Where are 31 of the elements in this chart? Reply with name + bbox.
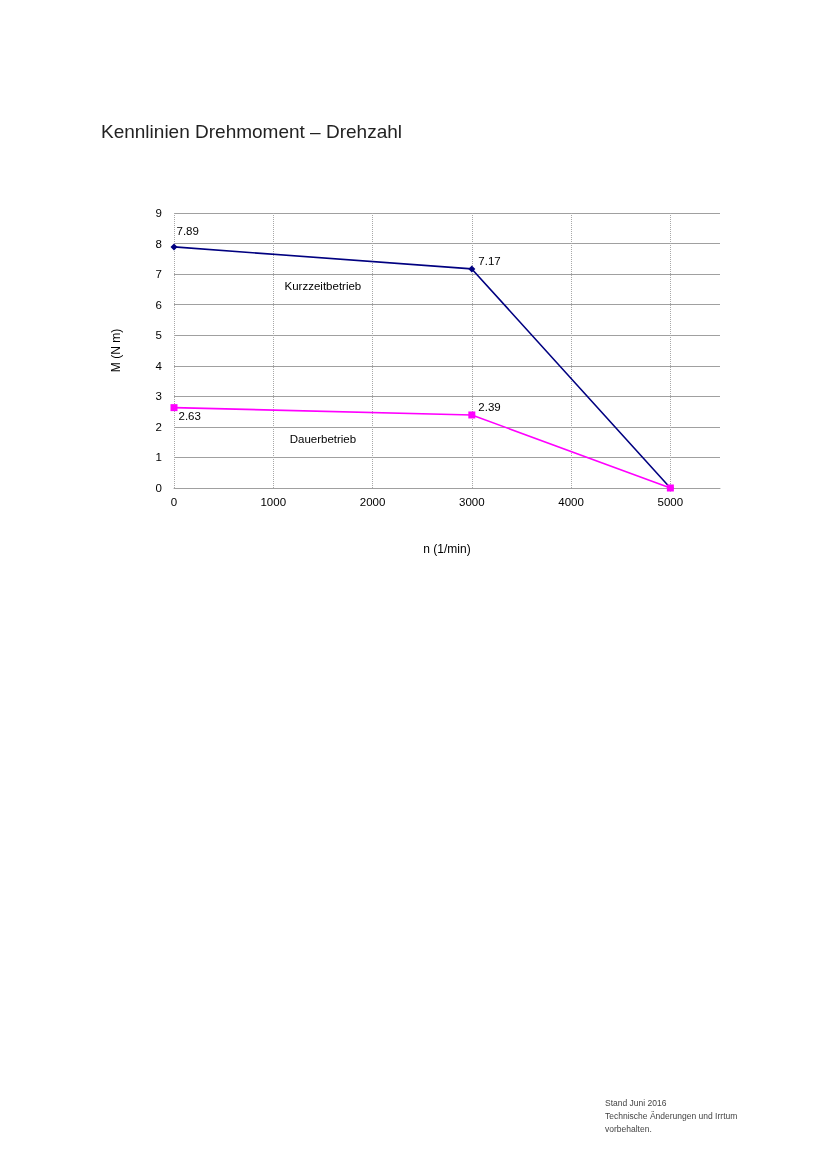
- data-label: 7.17: [478, 255, 501, 268]
- series-label: Kurzzeitbetrieb: [284, 279, 362, 292]
- data-label: 2.39: [478, 401, 501, 414]
- point: [170, 404, 178, 412]
- x-tick-label: 1000: [260, 496, 287, 508]
- point: [468, 265, 476, 273]
- x-axis-title: n (1/min): [423, 542, 471, 556]
- point: [468, 411, 476, 419]
- x-tick-label: 2000: [359, 496, 386, 508]
- y-tick-label: 5: [155, 329, 162, 342]
- x-tick-label: 3000: [459, 496, 485, 508]
- y-axis-title: M (N m): [109, 328, 123, 373]
- data-label: 7.89: [176, 225, 199, 238]
- point: [170, 243, 178, 251]
- chart-title: Kennlinien Drehmoment – Drehzahl: [101, 121, 402, 142]
- y-tick-label: 8: [155, 237, 162, 250]
- y-tick-label: 1: [155, 451, 162, 464]
- y-tick-label: 7: [155, 268, 162, 281]
- y-tick-label: 4: [155, 359, 163, 372]
- y-tick-label: 3: [155, 390, 162, 403]
- data-label: 2.63: [178, 410, 201, 423]
- y-tick-label: 2: [155, 420, 162, 433]
- y-tick-label: 6: [155, 298, 162, 311]
- x-tick-label: 5000: [657, 496, 684, 508]
- y-tick-label: 0: [155, 482, 162, 494]
- text: Technische Änderungen und Irrtum vorbehalten.: [605, 1110, 740, 1134]
- x-tick-label: 4000: [558, 496, 584, 508]
- series-label: Dauerbetrieb: [289, 433, 357, 446]
- x-tick-label: 0: [170, 496, 178, 508]
- text: Stand Juni 2016: [605, 1097, 667, 1108]
- y-tick-label: 9: [155, 207, 162, 219]
